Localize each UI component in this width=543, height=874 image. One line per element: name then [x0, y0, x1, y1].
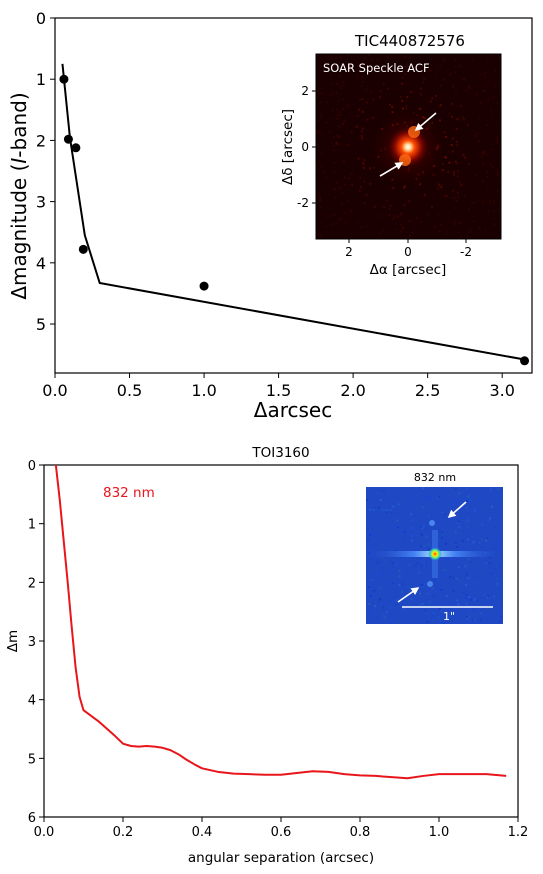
top-x-tick-label: 1.5 [266, 381, 291, 400]
top-y-ticks: 0 1 2 3 4 5 [36, 9, 55, 334]
inset2-companion-south [427, 581, 433, 587]
inset-y-axis-label: Δδ [arcsec] [280, 109, 296, 185]
top-chart: 0.0 0.5 1.0 1.5 2.0 2.5 3.0 0 1 2 3 4 5 Δarcsec Δma… [7, 9, 533, 422]
top-x-tick-label: 2.0 [340, 381, 365, 400]
inset2-primary-star [428, 547, 442, 561]
top-y-tick-label: 4 [36, 254, 46, 273]
top-data-point [59, 74, 69, 84]
inset-x-tick: 0 [404, 245, 412, 259]
speckle-image-inset: 832 nm 1" [366, 471, 503, 624]
top-chart-frame [54, 17, 533, 374]
bottom-x-tick-label: 0.2 [113, 825, 134, 840]
arrow-north-icon [447, 501, 467, 519]
bottom-x-tick-label: 0.6 [271, 825, 292, 840]
bottom-y-tick-label: 6 [28, 811, 36, 826]
inset-label: SOAR Speckle ACF [323, 61, 430, 75]
bottom-y-ticks: 0 1 2 3 4 5 6 [28, 459, 44, 826]
bottom-x-tick-label: 1.2 [508, 825, 529, 840]
top-x-tick-label: 3.0 [489, 381, 514, 400]
top-contrast-curve [61, 63, 525, 361]
bottom-x-tick-label: 0.8 [350, 825, 371, 840]
bottom-wavelength-annotation: 832 nm [103, 485, 155, 501]
top-data-point [63, 134, 73, 144]
bottom-x-tick-label: 0.4 [192, 825, 213, 840]
top-x-tick-label: 2.5 [415, 381, 440, 400]
top-x-tick-label: 0.5 [117, 381, 142, 400]
top-x-tick-label: 1.0 [191, 381, 216, 400]
bottom-contrast-curve [54, 465, 507, 780]
top-data-point [71, 143, 81, 153]
inset2-title: 832 nm [414, 471, 456, 484]
bottom-x-axis-label: angular separation (arcsec) [188, 850, 374, 866]
inset2-companion-north [429, 520, 435, 526]
top-y-tick-label: 0 [36, 9, 46, 28]
inset-y-tick: 0 [301, 140, 309, 154]
top-x-tick-label: 0.0 [42, 381, 67, 400]
arrow-south-icon [397, 587, 420, 603]
soar-speckle-inset: TIC440872576 SOAR Speckle ACF 2 0 -2 [280, 32, 502, 278]
inset2-scale-label: 1" [443, 610, 455, 623]
top-y-axis-label: Δmagnitude (I-band) [7, 92, 31, 299]
top-y-tick-label: 3 [36, 193, 46, 212]
bottom-y-tick-label: 0 [28, 459, 36, 474]
top-y-tick-label: 5 [36, 315, 46, 334]
inset-y-tick: -2 [297, 196, 309, 210]
top-data-point [520, 356, 530, 366]
inset-x-tick: 2 [345, 245, 353, 259]
bottom-chart-title: TOI3160 [251, 445, 309, 461]
speckle-noise [316, 54, 501, 238]
top-y-tick-label: 2 [36, 131, 46, 150]
bottom-y-tick-label: 3 [28, 635, 36, 650]
top-data-points [59, 74, 530, 366]
bottom-x-tick-label: 0.0 [34, 825, 55, 840]
blue-noise [366, 487, 503, 624]
acf-peak [386, 125, 430, 169]
top-x-axis-label: Δarcsec [254, 398, 332, 422]
top-x-ticks: 0.0 0.5 1.0 1.5 2.0 2.5 3.0 [42, 373, 515, 400]
arrow-north-icon [414, 112, 437, 132]
top-y-tick-label: 1 [36, 70, 46, 89]
bottom-y-tick-label: 1 [28, 518, 36, 533]
top-data-point [199, 281, 209, 291]
bottom-y-axis-label: Δm [5, 630, 21, 652]
inset-x-tick: -2 [460, 245, 472, 259]
bottom-y-tick-label: 4 [28, 694, 36, 709]
bottom-y-tick-label: 5 [28, 752, 36, 767]
arrow-south-icon [379, 162, 404, 177]
bottom-x-ticks: 0.0 0.2 0.4 0.6 0.8 1.0 1.2 [34, 817, 529, 840]
bottom-y-tick-label: 2 [28, 576, 36, 591]
top-data-point [78, 244, 88, 254]
bottom-x-tick-label: 1.0 [429, 825, 450, 840]
bottom-chart: TOI3160 0.0 0.2 0.4 0.6 0.8 1.0 1.2 0 1 2 3 4 5 6 83… [5, 445, 528, 866]
inset-target-title: TIC440872576 [354, 32, 465, 50]
inset-y-tick: 2 [301, 84, 309, 98]
inset-x-axis-label: Δα [arcsec] [370, 262, 447, 278]
